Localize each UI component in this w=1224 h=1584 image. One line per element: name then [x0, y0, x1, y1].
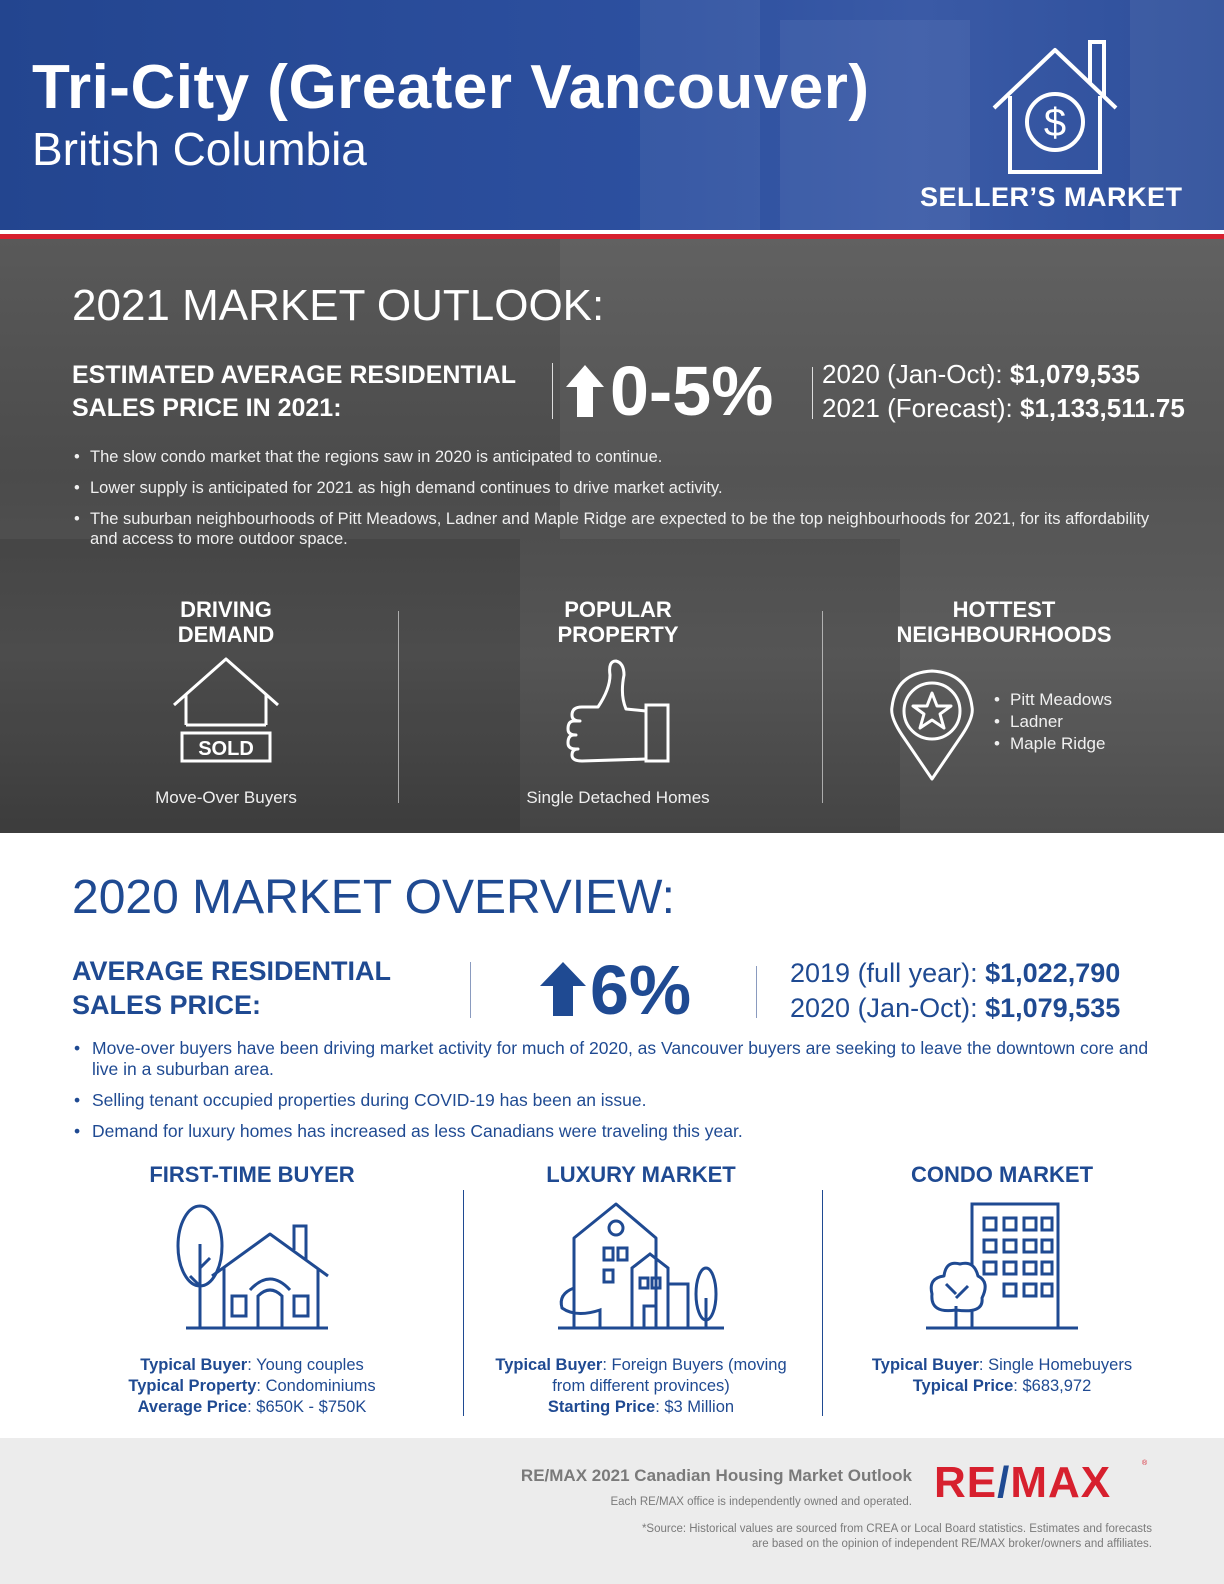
market-type-label: SELLER’S MARKET [920, 182, 1183, 212]
condo-market-info: Typical Buyer: Single Homebuyers Typical… [842, 1355, 1162, 1397]
info-row: Typical Buyer: Single Homebuyers [871, 1356, 1133, 1374]
overview-price-label: AVERAGE RESIDENTIAL SALES PRICE: [72, 956, 392, 1020]
outlook-price-label: ESTIMATED AVERAGE RESIDENTIAL SALES PRIC… [72, 361, 516, 422]
info-row: Starting Price: $3 Million [547, 1398, 735, 1416]
outlook-prices: 2020 (Jan-Oct): $1,079,535 2021 (Forecas… [822, 357, 1185, 425]
condo-market-title: CONDO MARKET [910, 1162, 1094, 1187]
overview-price-row: 2019 (full year): $1,022,790 [790, 958, 1121, 988]
outlook-bullets: The slow condo market that the regions s… [72, 447, 1152, 560]
overview-prices: 2019 (full year): $1,022,790 2020 (Jan-O… [790, 956, 1120, 1026]
page-subtitle: British Columbia [32, 123, 367, 175]
feature-divider [398, 611, 399, 803]
hottest-neighbourhoods-list: Pitt Meadows Ladner Maple Ridge [994, 689, 1112, 755]
list-item: Demand for luxury homes has increased as… [72, 1121, 1152, 1142]
info-row: Typical Buyer: Young couples [140, 1356, 364, 1374]
up-arrow-icon [566, 365, 604, 417]
svg-text:$: $ [1044, 101, 1066, 145]
luxury-market-block: LUXURY MARKET Typical Buyer: Foreign Buy… [476, 1162, 806, 1418]
first-time-buyer-info: Typical Buyer: Young couples Typical Pro… [96, 1355, 408, 1418]
condo-building-icon [926, 1202, 1078, 1330]
hottest-neighbourhoods-title: HOTTEST NEIGHBOURHOODS [896, 597, 1112, 647]
overview-title: 2020 MARKET OVERVIEW: [72, 871, 675, 924]
overview-bullets: Move-over buyers have been driving marke… [72, 1038, 1152, 1152]
header-banner: Tri-City (Greater Vancouver) British Col… [0, 0, 1224, 230]
source-note: *Source: Historical values are sourced f… [641, 1523, 1152, 1550]
background-building [1130, 0, 1224, 230]
driving-demand-caption: Move-Over Buyers [155, 788, 297, 807]
ownership-note: Each RE/MAX office is independently owne… [610, 1496, 912, 1508]
thumbs-up-icon [566, 659, 670, 763]
background-building [640, 0, 760, 230]
list-item: Move-over buyers have been driving marke… [72, 1038, 1152, 1080]
outlook-price-row: 2020 (Jan-Oct): $1,079,535 [822, 359, 1141, 389]
outlook-divider [552, 363, 553, 419]
info-row: Typical Price: $683,972 [912, 1377, 1092, 1395]
info-row: Average Price: $650K - $750K [137, 1398, 367, 1416]
first-time-buyer-block: FIRST-TIME BUYER Typical Buyer: Young co… [96, 1162, 408, 1418]
list-item: Maple Ridge [994, 733, 1112, 755]
info-row: Typical Property: Condominiums [128, 1377, 376, 1395]
background-stairs [900, 539, 1224, 833]
outlook-section: 2021 MARKET OUTLOOK: ESTIMATED AVERAGE R… [0, 239, 1224, 833]
hottest-neighbourhoods-block: HOTTEST NEIGHBOURHOODS [868, 597, 1140, 647]
house-with-tree-icon [176, 1204, 329, 1330]
driving-demand-title: DRIVING DEMAND [177, 597, 275, 647]
outlook-change-percent: 0-5% [610, 352, 774, 430]
outlook-title: 2021 MARKET OUTLOOK: [72, 281, 605, 330]
info-row: from different provinces) [552, 1377, 730, 1395]
background-building [780, 20, 970, 230]
header-divider-red [0, 234, 1224, 239]
first-time-buyer-title: FIRST-TIME BUYER [149, 1162, 355, 1187]
registered-mark: ® [1142, 1460, 1148, 1467]
remax-logo: RE/MAX [934, 1458, 1112, 1507]
house-dollar-icon: $ [992, 40, 1118, 174]
page-title: Tri-City (Greater Vancouver) [32, 53, 870, 122]
luxury-house-icon [558, 1202, 724, 1330]
report-title: RE/MAX 2021 Canadian Housing Market Outl… [520, 1466, 912, 1485]
list-item: Lower supply is anticipated for 2021 as … [72, 478, 1152, 498]
list-item: Ladner [994, 711, 1112, 733]
sold-house-icon: SOLD [173, 657, 279, 763]
background-trees [0, 539, 520, 833]
popular-property-block: POPULAR PROPERTY Single Detached Homes [500, 597, 736, 808]
popular-property-caption: Single Detached Homes [526, 788, 710, 807]
list-item: Selling tenant occupied properties durin… [72, 1090, 1152, 1111]
luxury-market-info: Typical Buyer: Foreign Buyers (moving fr… [476, 1355, 806, 1418]
up-arrow-icon [540, 962, 586, 1016]
feature-divider [822, 611, 823, 803]
driving-demand-block: DRIVING DEMAND SOLD Move-Over Buyers [120, 597, 332, 808]
map-pin-star-icon [890, 669, 974, 781]
overview-divider [470, 962, 471, 1018]
popular-property-title: POPULAR PROPERTY [557, 597, 679, 647]
overview-change-percent: 6% [590, 951, 692, 1029]
header-divider [0, 230, 1224, 234]
condo-market-block: CONDO MARKET Typical Buyer: Single Homeb… [842, 1162, 1162, 1397]
list-item: Pitt Meadows [994, 689, 1112, 711]
footer: RE/MAX 2021 Canadian Housing Market Outl… [0, 1438, 1224, 1584]
overview-divider [756, 966, 757, 1018]
outlook-divider [812, 367, 813, 419]
overview-price-row: 2020 (Jan-Oct): $1,079,535 [790, 993, 1121, 1023]
info-row: Typical Buyer: Foreign Buyers (moving [495, 1356, 787, 1374]
segment-divider [463, 1190, 464, 1416]
outlook-price-row: 2021 (Forecast): $1,133,511.75 [822, 393, 1185, 423]
list-item: The suburban neighbourhoods of Pitt Mead… [72, 509, 1152, 549]
list-item: The slow condo market that the regions s… [72, 447, 1152, 467]
luxury-market-title: LUXURY MARKET [546, 1162, 736, 1187]
svg-text:SOLD: SOLD [198, 738, 254, 760]
segment-divider [822, 1190, 823, 1416]
